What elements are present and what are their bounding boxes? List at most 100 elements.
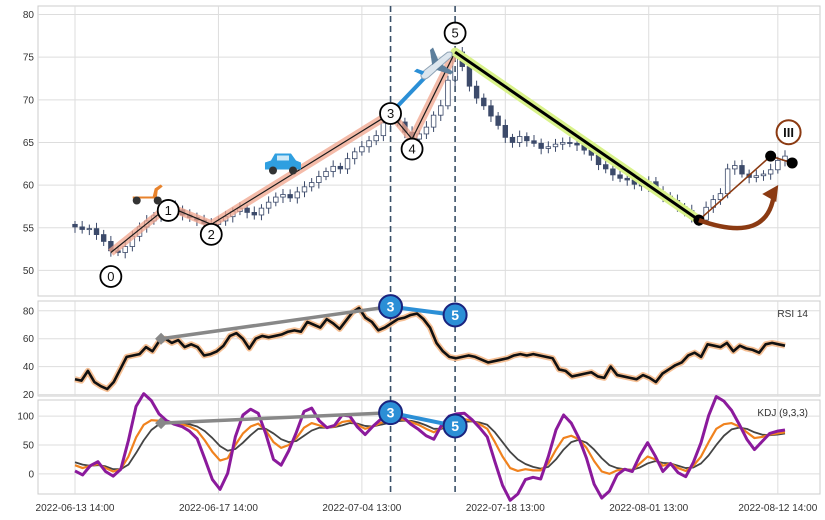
projection-arrow-head: [762, 184, 779, 202]
candle-body: [122, 246, 128, 253]
wave-label: 0: [107, 269, 114, 284]
candle-body: [509, 136, 516, 143]
kdj-y-tick-label: 100: [17, 412, 34, 423]
candle-body: [294, 191, 301, 199]
candle-body: [323, 171, 329, 177]
wave-label-circle: [379, 102, 402, 125]
projection-curve-arrow: [698, 191, 777, 231]
candle-body: [445, 79, 451, 107]
car-window: [276, 155, 289, 161]
price-y-tick-label: 50: [23, 266, 35, 277]
candle-body: [344, 158, 351, 170]
kdj-panel-label: KDJ (9,3,3): [757, 408, 808, 419]
x-tick-label: 2022-08-01 13:00: [609, 503, 688, 514]
candle-body: [603, 164, 609, 170]
candle-body: [308, 182, 315, 188]
candle-body: [717, 193, 724, 201]
wave-label: 4: [408, 142, 415, 157]
candle-body: [610, 168, 616, 176]
candle-body: [552, 143, 559, 148]
candle-body: [72, 223, 78, 228]
candle-body: [559, 142, 566, 145]
kdj-d-line: [74, 419, 786, 471]
rsi-panel-label: RSI 14: [777, 309, 808, 320]
wave-label-circle: [199, 222, 223, 246]
kdj-divergence-line: [160, 410, 391, 425]
candle-body: [316, 176, 322, 183]
candle-body: [775, 159, 781, 171]
candle-body: [251, 212, 257, 216]
candle-body: [767, 169, 774, 175]
x-tick-label: 2022-07-18 13:00: [466, 503, 545, 514]
candle-body: [280, 194, 286, 198]
rsi-divergence-line: [160, 304, 391, 341]
candle-body: [301, 186, 308, 193]
candle-body: [93, 228, 100, 235]
candle-body: [287, 194, 293, 199]
rsi-wave-marker: [378, 294, 404, 320]
x-tick-label: 2022-07-04 13:00: [322, 503, 401, 514]
candle-body: [624, 177, 630, 181]
projection-point: [786, 157, 798, 169]
price-y-tick-label: 75: [23, 53, 35, 64]
correction-wave-line: [454, 50, 700, 222]
candle-body: [438, 105, 444, 116]
candle-body: [86, 228, 93, 231]
price-y-tick-label: 70: [23, 95, 35, 106]
candle-body: [373, 135, 379, 142]
wave-label: 2: [208, 227, 215, 242]
candle-body: [359, 146, 365, 153]
candle-body: [545, 146, 552, 149]
candle-body: [488, 105, 494, 117]
candle-body: [760, 173, 767, 177]
candle-body: [724, 168, 731, 195]
rsi-wave-marker-label: 3: [387, 299, 395, 315]
kdj-wave-marker: [378, 400, 404, 426]
scooter-body: [132, 184, 163, 199]
price-y-tick-label: 80: [23, 10, 35, 21]
candle-body: [337, 165, 344, 170]
kdj-divergence-start-marker: [155, 417, 168, 430]
candle-body: [423, 126, 430, 135]
candle-body: [265, 201, 272, 209]
projection-label: III: [783, 125, 794, 140]
candle-body: [366, 140, 372, 148]
kdj-y-tick-label: 50: [23, 440, 35, 451]
kdj-wave-marker-label: 5: [451, 418, 459, 434]
candle-body: [567, 142, 573, 144]
scooter-icon: [132, 184, 163, 205]
kdj-wave-marker: [442, 413, 468, 439]
candle-body: [79, 226, 85, 230]
candle-body: [473, 85, 480, 99]
candle-body: [753, 175, 760, 178]
candle-body: [258, 207, 265, 216]
rsi-y-tick-label: 60: [23, 334, 35, 345]
car-wheel: [288, 166, 297, 175]
candle-body: [538, 142, 544, 149]
candle-body: [739, 165, 745, 175]
kdj-wave-marker-label: 3: [387, 405, 395, 421]
kdj-j-line: [74, 392, 786, 502]
rsi-panel-frame: [37, 300, 821, 397]
rsi-wave-marker: [442, 302, 468, 328]
x-tick-label: 2022-06-17 14:00: [179, 503, 258, 514]
wave-label-circle: [99, 265, 123, 288]
candle-body: [380, 122, 387, 137]
wave-label: 1: [165, 203, 172, 218]
rsi-y-tick-label: 80: [23, 306, 35, 317]
projection-label-circle: [775, 119, 802, 146]
wave-label-circle: [443, 21, 467, 45]
candle-body: [516, 136, 523, 143]
scooter-wheel: [132, 196, 141, 205]
airplane-tail: [413, 68, 425, 75]
price-y-tick-label: 65: [23, 138, 35, 149]
car-wheel: [268, 166, 277, 175]
candle-body: [273, 196, 279, 203]
kdj-k-line: [74, 417, 786, 475]
candle-body: [430, 114, 437, 128]
wave-label-circle: [156, 199, 180, 222]
airplane-wing: [429, 47, 454, 75]
kdj-y-tick-label: 0: [28, 469, 34, 480]
rsi-wave-marker-label: 5: [451, 307, 459, 323]
